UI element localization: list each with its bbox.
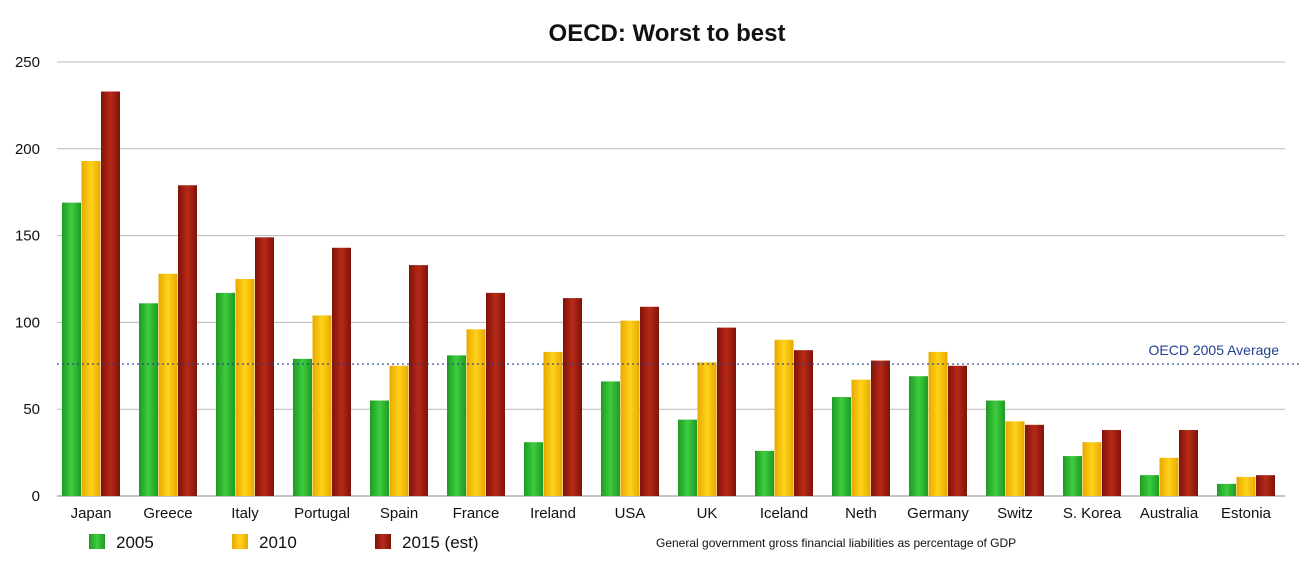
category-label: UK (697, 505, 718, 522)
y-tick-label: 250 (15, 54, 40, 71)
bar-usa-0 (601, 381, 620, 496)
category-label: Australia (1140, 505, 1199, 522)
category-label: Greece (143, 505, 192, 522)
category-label: Ireland (530, 505, 576, 522)
bar-australia-2 (1179, 430, 1198, 496)
category-label: Spain (380, 505, 418, 522)
bar-italy-2 (255, 237, 274, 496)
category-label: Neth (845, 505, 877, 522)
bar-spain-0 (370, 400, 389, 496)
legend-swatch (232, 534, 248, 549)
category-label: S. Korea (1063, 505, 1122, 522)
bar-uk-1 (697, 362, 717, 496)
bar-germany-0 (909, 376, 928, 496)
category-label: Iceland (760, 505, 808, 522)
bar-s-korea-1 (1082, 442, 1102, 496)
bar-estonia-1 (1236, 476, 1256, 496)
bar-neth-2 (871, 360, 890, 496)
y-tick-label: 100 (15, 314, 40, 331)
bar-portugal-2 (332, 247, 351, 496)
legend-label: 2015 (est) (402, 533, 479, 552)
bar-spain-1 (389, 365, 409, 496)
category-label: Japan (71, 505, 112, 522)
bar-usa-1 (620, 320, 640, 496)
reference-line-label: OECD 2005 Average (1149, 342, 1280, 358)
chart-title: OECD: Worst to best (549, 20, 786, 47)
bar-japan-1 (81, 160, 101, 496)
bar-neth-0 (832, 397, 851, 496)
bar-ireland-2 (563, 298, 582, 496)
bar-australia-0 (1140, 475, 1159, 496)
bar-greece-0 (139, 303, 158, 496)
legend-label: 2005 (116, 533, 154, 552)
bar-portugal-0 (293, 358, 312, 496)
y-tick-label: 50 (23, 401, 40, 418)
bar-france-0 (447, 355, 466, 496)
bar-s-korea-0 (1063, 456, 1082, 496)
bar-italy-1 (235, 279, 255, 496)
bar-greece-2 (178, 185, 197, 497)
bars (62, 91, 1275, 497)
bar-neth-1 (851, 379, 871, 496)
bar-greece-1 (158, 273, 178, 496)
y-tick-label: 200 (15, 141, 40, 158)
bar-japan-2 (101, 91, 120, 497)
bar-switz-2 (1025, 424, 1044, 496)
bar-italy-0 (216, 292, 235, 496)
x-axis: Japan Greece Italy Portugal Spain France Irela… (71, 505, 1272, 522)
category-label: Germany (907, 505, 969, 522)
bar-switz-1 (1005, 421, 1025, 496)
bar-germany-2 (948, 365, 967, 496)
bar-germany-1 (928, 351, 948, 496)
bar-estonia-2 (1256, 475, 1275, 496)
bar-france-2 (486, 292, 505, 496)
bar-uk-2 (717, 327, 736, 496)
bar-usa-2 (640, 306, 659, 496)
bar-iceland-0 (755, 450, 774, 496)
legend: 2005 2010 2015 (est) (89, 533, 479, 552)
bar-ireland-1 (543, 351, 563, 496)
category-label: Portugal (294, 505, 350, 522)
legend-label: 2010 (259, 533, 297, 552)
category-label: France (453, 505, 500, 522)
y-tick-label: 150 (15, 228, 40, 245)
y-tick-label: 0 (32, 488, 40, 505)
bar-switz-0 (986, 400, 1005, 496)
bar-spain-2 (409, 265, 428, 496)
reference-line-group: OECD 2005 Average (57, 342, 1300, 365)
bar-iceland-1 (774, 339, 794, 496)
bar-australia-1 (1159, 457, 1179, 496)
category-label: USA (615, 505, 646, 522)
category-label: Switz (997, 505, 1033, 522)
bar-iceland-2 (794, 350, 813, 496)
chart-note: General government gross financial liabi… (656, 536, 1016, 550)
bar-uk-0 (678, 419, 697, 496)
legend-swatch (89, 534, 105, 549)
bar-ireland-0 (524, 442, 543, 496)
bar-france-1 (466, 329, 486, 496)
y-axis: 0 50 100 150 200 250 (15, 54, 40, 505)
bar-portugal-1 (312, 315, 332, 496)
category-label: Estonia (1221, 505, 1272, 522)
category-label: Italy (231, 505, 259, 522)
legend-swatch (375, 534, 391, 549)
bar-s-korea-2 (1102, 430, 1121, 496)
bar-estonia-0 (1217, 483, 1236, 496)
bar-japan-0 (62, 202, 81, 496)
